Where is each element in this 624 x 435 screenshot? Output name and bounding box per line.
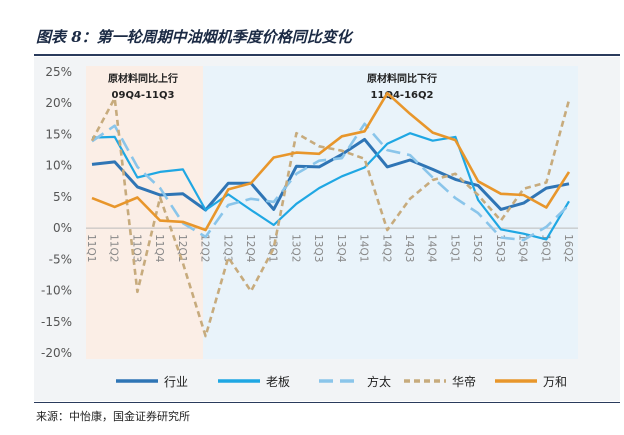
x-tick-label: 14Q4 — [426, 234, 438, 263]
y-tick-label: 25% — [45, 65, 72, 79]
source-divider — [34, 402, 620, 403]
x-tick-label: 13Q3 — [312, 234, 324, 262]
annotation-label: 09Q4-11Q3 — [112, 90, 175, 101]
legend-label-4: 万和 — [543, 375, 567, 389]
y-tick-label: 5% — [53, 190, 72, 204]
x-tick-label: 15Q2 — [471, 234, 483, 262]
series-line-1 — [91, 132, 570, 241]
y-tick-label: 15% — [45, 127, 72, 141]
legend-label-2: 方太 — [367, 374, 391, 389]
y-tick-label: 20% — [45, 96, 72, 110]
series-line-3 — [90, 96, 571, 338]
y-tick-label: 0% — [53, 221, 72, 235]
y-tick-label: -15% — [41, 315, 72, 329]
x-tick-label: 14Q1 — [358, 234, 370, 262]
series-line-2 — [91, 122, 570, 242]
annotation-label: 原材料同比下行 — [367, 72, 437, 85]
x-tick-label: 11Q3 — [130, 234, 142, 262]
x-tick-label: 16Q1 — [539, 234, 551, 262]
x-tick-label: 14Q2 — [380, 234, 392, 262]
x-tick-label: 16Q2 — [562, 234, 574, 262]
x-tick-label: 12Q3 — [221, 234, 233, 262]
y-tick-label: -20% — [41, 346, 72, 360]
annotation-label: 原材料同比上行 — [108, 72, 178, 85]
figure-title: 图表 8：第一轮周期中油烟机季度价格同比变化 — [36, 28, 352, 46]
x-tick-label: 13Q4 — [335, 234, 347, 263]
legend-label-1: 老板 — [266, 375, 290, 389]
x-tick-label: 15Q1 — [448, 234, 460, 262]
shade-region-rising — [86, 66, 203, 359]
shade-region-falling — [203, 66, 578, 359]
x-tick-label: 13Q2 — [289, 234, 301, 262]
x-tick-label: 11Q2 — [108, 234, 120, 262]
x-tick-label: 15Q4 — [517, 234, 529, 263]
legend-label-3: 华帝 — [452, 374, 476, 389]
source-note: 来源：中怡康，国金证券研究所 — [36, 410, 190, 423]
series-line-4 — [91, 91, 571, 232]
x-tick-label: 11Q4 — [153, 234, 165, 263]
y-tick-label: 10% — [45, 159, 72, 173]
x-tick-label: 11Q1 — [85, 234, 97, 262]
x-tick-label: 12Q2 — [199, 234, 211, 262]
x-tick-label: 12Q4 — [244, 234, 256, 263]
series-line-0 — [91, 137, 570, 212]
x-tick-label: 15Q3 — [494, 234, 506, 262]
legend-label-0: 行业 — [164, 375, 188, 389]
y-tick-label: -5% — [49, 252, 72, 266]
y-tick-label: -10% — [41, 284, 72, 298]
annotation-label: 11Q4-16Q2 — [371, 90, 434, 101]
title-divider — [34, 54, 620, 56]
x-tick-label: 14Q3 — [403, 234, 415, 262]
